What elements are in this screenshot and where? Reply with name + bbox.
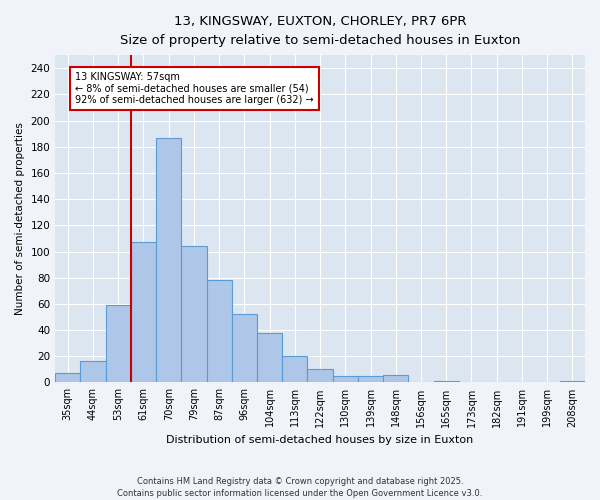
Bar [55,374,80,382]
Bar [560,381,585,382]
X-axis label: Distribution of semi-detached houses by size in Euxton: Distribution of semi-detached houses by … [166,435,474,445]
Title: 13, KINGSWAY, EUXTON, CHORLEY, PR7 6PR
Size of property relative to semi-detache: 13, KINGSWAY, EUXTON, CHORLEY, PR7 6PR S… [120,15,520,47]
Bar [332,376,358,382]
Bar [131,242,156,382]
Bar [80,362,106,382]
Text: Contains HM Land Registry data © Crown copyright and database right 2025.
Contai: Contains HM Land Registry data © Crown c… [118,476,482,498]
Bar [106,305,131,382]
Y-axis label: Number of semi-detached properties: Number of semi-detached properties [15,122,25,315]
Bar [232,314,257,382]
Bar [206,280,232,382]
Bar [383,374,409,382]
Bar [156,138,181,382]
Text: 13 KINGSWAY: 57sqm
← 8% of semi-detached houses are smaller (54)
92% of semi-det: 13 KINGSWAY: 57sqm ← 8% of semi-detached… [76,72,314,106]
Bar [358,376,383,382]
Bar [434,381,459,382]
Bar [257,332,282,382]
Bar [307,370,332,382]
Bar [181,246,206,382]
Bar [282,356,307,382]
